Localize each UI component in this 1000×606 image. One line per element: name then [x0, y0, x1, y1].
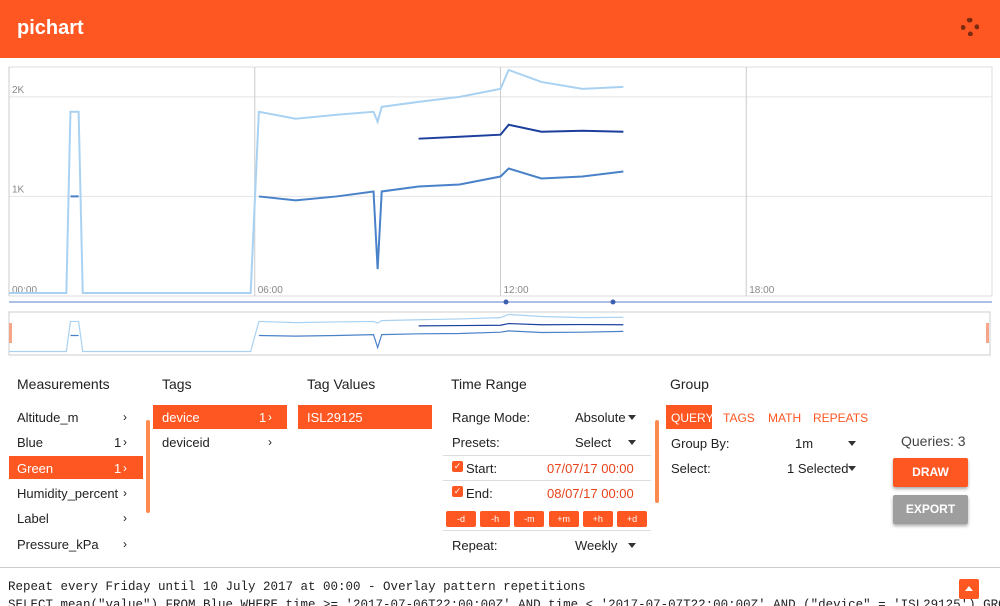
- tab[interactable]: MATH: [768, 411, 802, 425]
- dropdown[interactable]: Weekly: [575, 538, 618, 553]
- scrollbar: [146, 420, 150, 513]
- panel-title: Tag Values: [307, 376, 376, 392]
- panel-title: Group: [670, 376, 709, 392]
- console: Repeat every Friday until 10 July 2017 a…: [0, 567, 1000, 606]
- nav-handle: [986, 323, 989, 343]
- chevron-icon: ›: [268, 410, 272, 424]
- list-item[interactable]: Blue: [17, 435, 44, 451]
- queries-count: Queries: 3: [901, 433, 966, 449]
- console-line: SELECT mean("value") FROM Blue WHERE tim…: [8, 598, 1000, 606]
- field-label: End:: [466, 486, 493, 501]
- list-item[interactable]: Humidity_percent: [17, 485, 119, 501]
- panel-title: Measurements: [17, 376, 110, 392]
- navigator-line: [9, 313, 624, 353]
- collapse-button[interactable]: [959, 579, 979, 599]
- range-handle: [610, 299, 616, 305]
- list-item[interactable]: deviceid: [162, 435, 210, 451]
- selected-row: [298, 405, 432, 429]
- scrollbar: [655, 420, 659, 503]
- settings-icon[interactable]: [961, 18, 979, 36]
- dropdown-arrow: [628, 543, 636, 548]
- chevron-icon: ›: [123, 435, 127, 450]
- list-item[interactable]: device: [162, 410, 200, 425]
- x-tick-label: 00:00: [12, 285, 37, 296]
- step-button[interactable]: -m: [514, 511, 545, 527]
- dropdown[interactable]: 1m: [795, 436, 814, 451]
- field-label: Start:: [466, 461, 498, 476]
- chevron-icon: ›: [123, 536, 127, 551]
- active-tab-bg: [666, 405, 712, 429]
- navigator-line: [418, 322, 624, 327]
- field-label: Select:: [671, 461, 711, 476]
- item-count: 1: [259, 410, 267, 425]
- item-count: 1: [114, 435, 122, 451]
- date-input[interactable]: 07/07/17 00:00: [547, 461, 634, 476]
- step-button[interactable]: -h: [480, 511, 511, 527]
- step-button[interactable]: +m: [548, 511, 579, 527]
- draw-button[interactable]: DRAW: [893, 458, 968, 487]
- selected-row: [153, 405, 287, 429]
- navigator: [8, 311, 991, 356]
- export-button[interactable]: EXPORT: [893, 495, 968, 524]
- checkbox[interactable]: ✓: [452, 461, 463, 472]
- divider: [443, 480, 651, 481]
- tab[interactable]: REPEATS: [813, 411, 869, 425]
- list-item[interactable]: Altitude_m: [17, 410, 79, 425]
- panel-title: Tags: [162, 376, 192, 392]
- x-tick-label: 18:00: [749, 285, 774, 296]
- x-tick-label: 12:00: [504, 285, 529, 296]
- field-label: Presets:: [452, 435, 500, 450]
- series-line: [70, 167, 624, 270]
- chevron-icon: ›: [123, 485, 127, 500]
- divider: [443, 455, 651, 456]
- tab[interactable]: TAGS: [723, 411, 755, 425]
- series-line: [418, 123, 624, 140]
- y-tick-label: 1K: [12, 184, 25, 195]
- field-label: Group By:: [671, 436, 730, 451]
- dropdown-arrow: [628, 440, 636, 445]
- dropdown[interactable]: 1 Selected: [787, 461, 849, 476]
- step-button[interactable]: +h: [582, 511, 613, 527]
- y-tick-label: 2K: [12, 85, 25, 96]
- console-line: Repeat every Friday until 10 July 2017 a…: [8, 580, 586, 594]
- arrow-icon: [965, 586, 973, 591]
- nav-handle: [9, 323, 12, 343]
- dropdown-arrow: [848, 466, 856, 471]
- dropdown-arrow: [848, 441, 856, 446]
- list-item[interactable]: Pressure_kPa: [17, 536, 99, 552]
- dropdown[interactable]: Select: [575, 435, 612, 450]
- field-label: Range Mode:: [452, 410, 531, 425]
- chevron-icon: ›: [268, 435, 272, 450]
- checkbox[interactable]: ✓: [452, 486, 463, 497]
- step-button[interactable]: -d: [446, 511, 476, 527]
- chevron-icon: ›: [123, 511, 127, 526]
- list-item[interactable]: Label: [17, 511, 49, 527]
- x-tick-label: 06:00: [258, 285, 283, 296]
- date-input[interactable]: 08/07/17 00:00: [547, 486, 634, 501]
- chart: 1K 2K 00:00 06:00 12:00 18:00: [8, 66, 993, 356]
- list-item[interactable]: Green: [17, 460, 54, 476]
- selected-row: [9, 456, 143, 479]
- step-button[interactable]: +d: [617, 511, 647, 527]
- navigator-line: [70, 330, 624, 350]
- panel-title: Time Range: [451, 376, 527, 392]
- field-label: Repeat:: [452, 538, 498, 553]
- divider: [443, 530, 651, 531]
- tab[interactable]: QUERY: [671, 411, 714, 425]
- app-bar: pichart: [0, 0, 1000, 58]
- series-line: [9, 68, 624, 295]
- chevron-icon: ›: [123, 460, 127, 475]
- item-count: 1: [114, 460, 122, 476]
- chevron-icon: ›: [123, 410, 127, 424]
- app-title: pichart: [17, 17, 84, 39]
- tag-value[interactable]: ISL29125: [307, 410, 363, 425]
- dropdown[interactable]: Absolute: [575, 410, 626, 425]
- dropdown-arrow: [628, 415, 636, 420]
- range-handle: [503, 299, 509, 305]
